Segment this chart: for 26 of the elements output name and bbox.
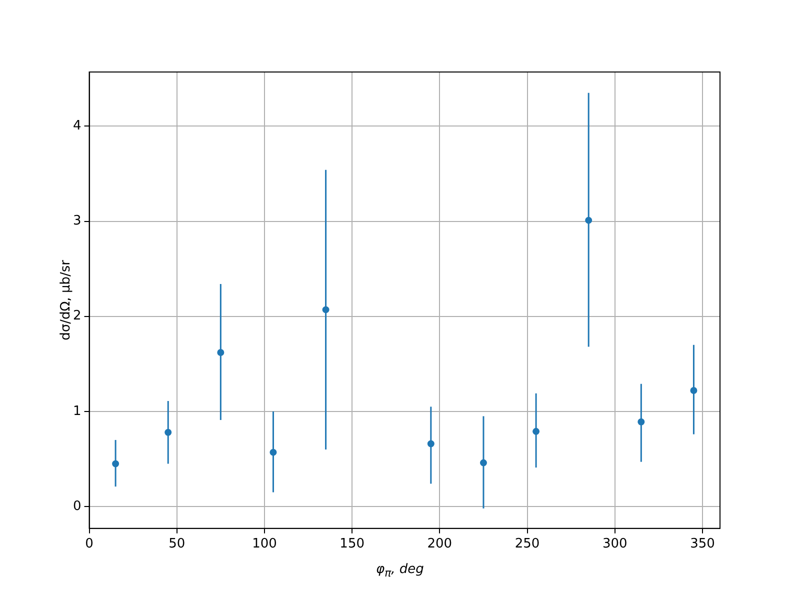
y-tick-label: 1 — [72, 404, 82, 419]
y-axis-title: dσ/dΩ, μb/sr — [58, 259, 74, 340]
y-tick-label: 0 — [72, 498, 82, 514]
point — [270, 448, 277, 456]
x-axis-title: φ$_{π}$, deg — [375, 562, 425, 580]
point — [112, 460, 120, 468]
y-tick-label: 3 — [72, 214, 82, 229]
point — [164, 428, 172, 436]
x-tick-label: 350 — [690, 536, 715, 552]
point — [585, 216, 592, 224]
x-tick-label: 150 — [340, 536, 364, 552]
y-tick-label: 2 — [72, 308, 82, 324]
point — [532, 428, 540, 435]
point — [690, 387, 698, 394]
point — [322, 306, 330, 314]
point — [480, 459, 487, 466]
point — [638, 418, 645, 426]
x-tick-label: 200 — [427, 536, 452, 552]
y-tick-label: 4 — [72, 118, 82, 134]
x-tick-label: 300 — [602, 536, 628, 552]
point — [217, 348, 224, 356]
x-tick-label: 100 — [252, 536, 277, 552]
x-tick-label: 50 — [168, 536, 186, 552]
x-tick-label: 250 — [514, 536, 540, 552]
point — [427, 440, 434, 448]
x-tick-label: 0 — [85, 536, 94, 552]
